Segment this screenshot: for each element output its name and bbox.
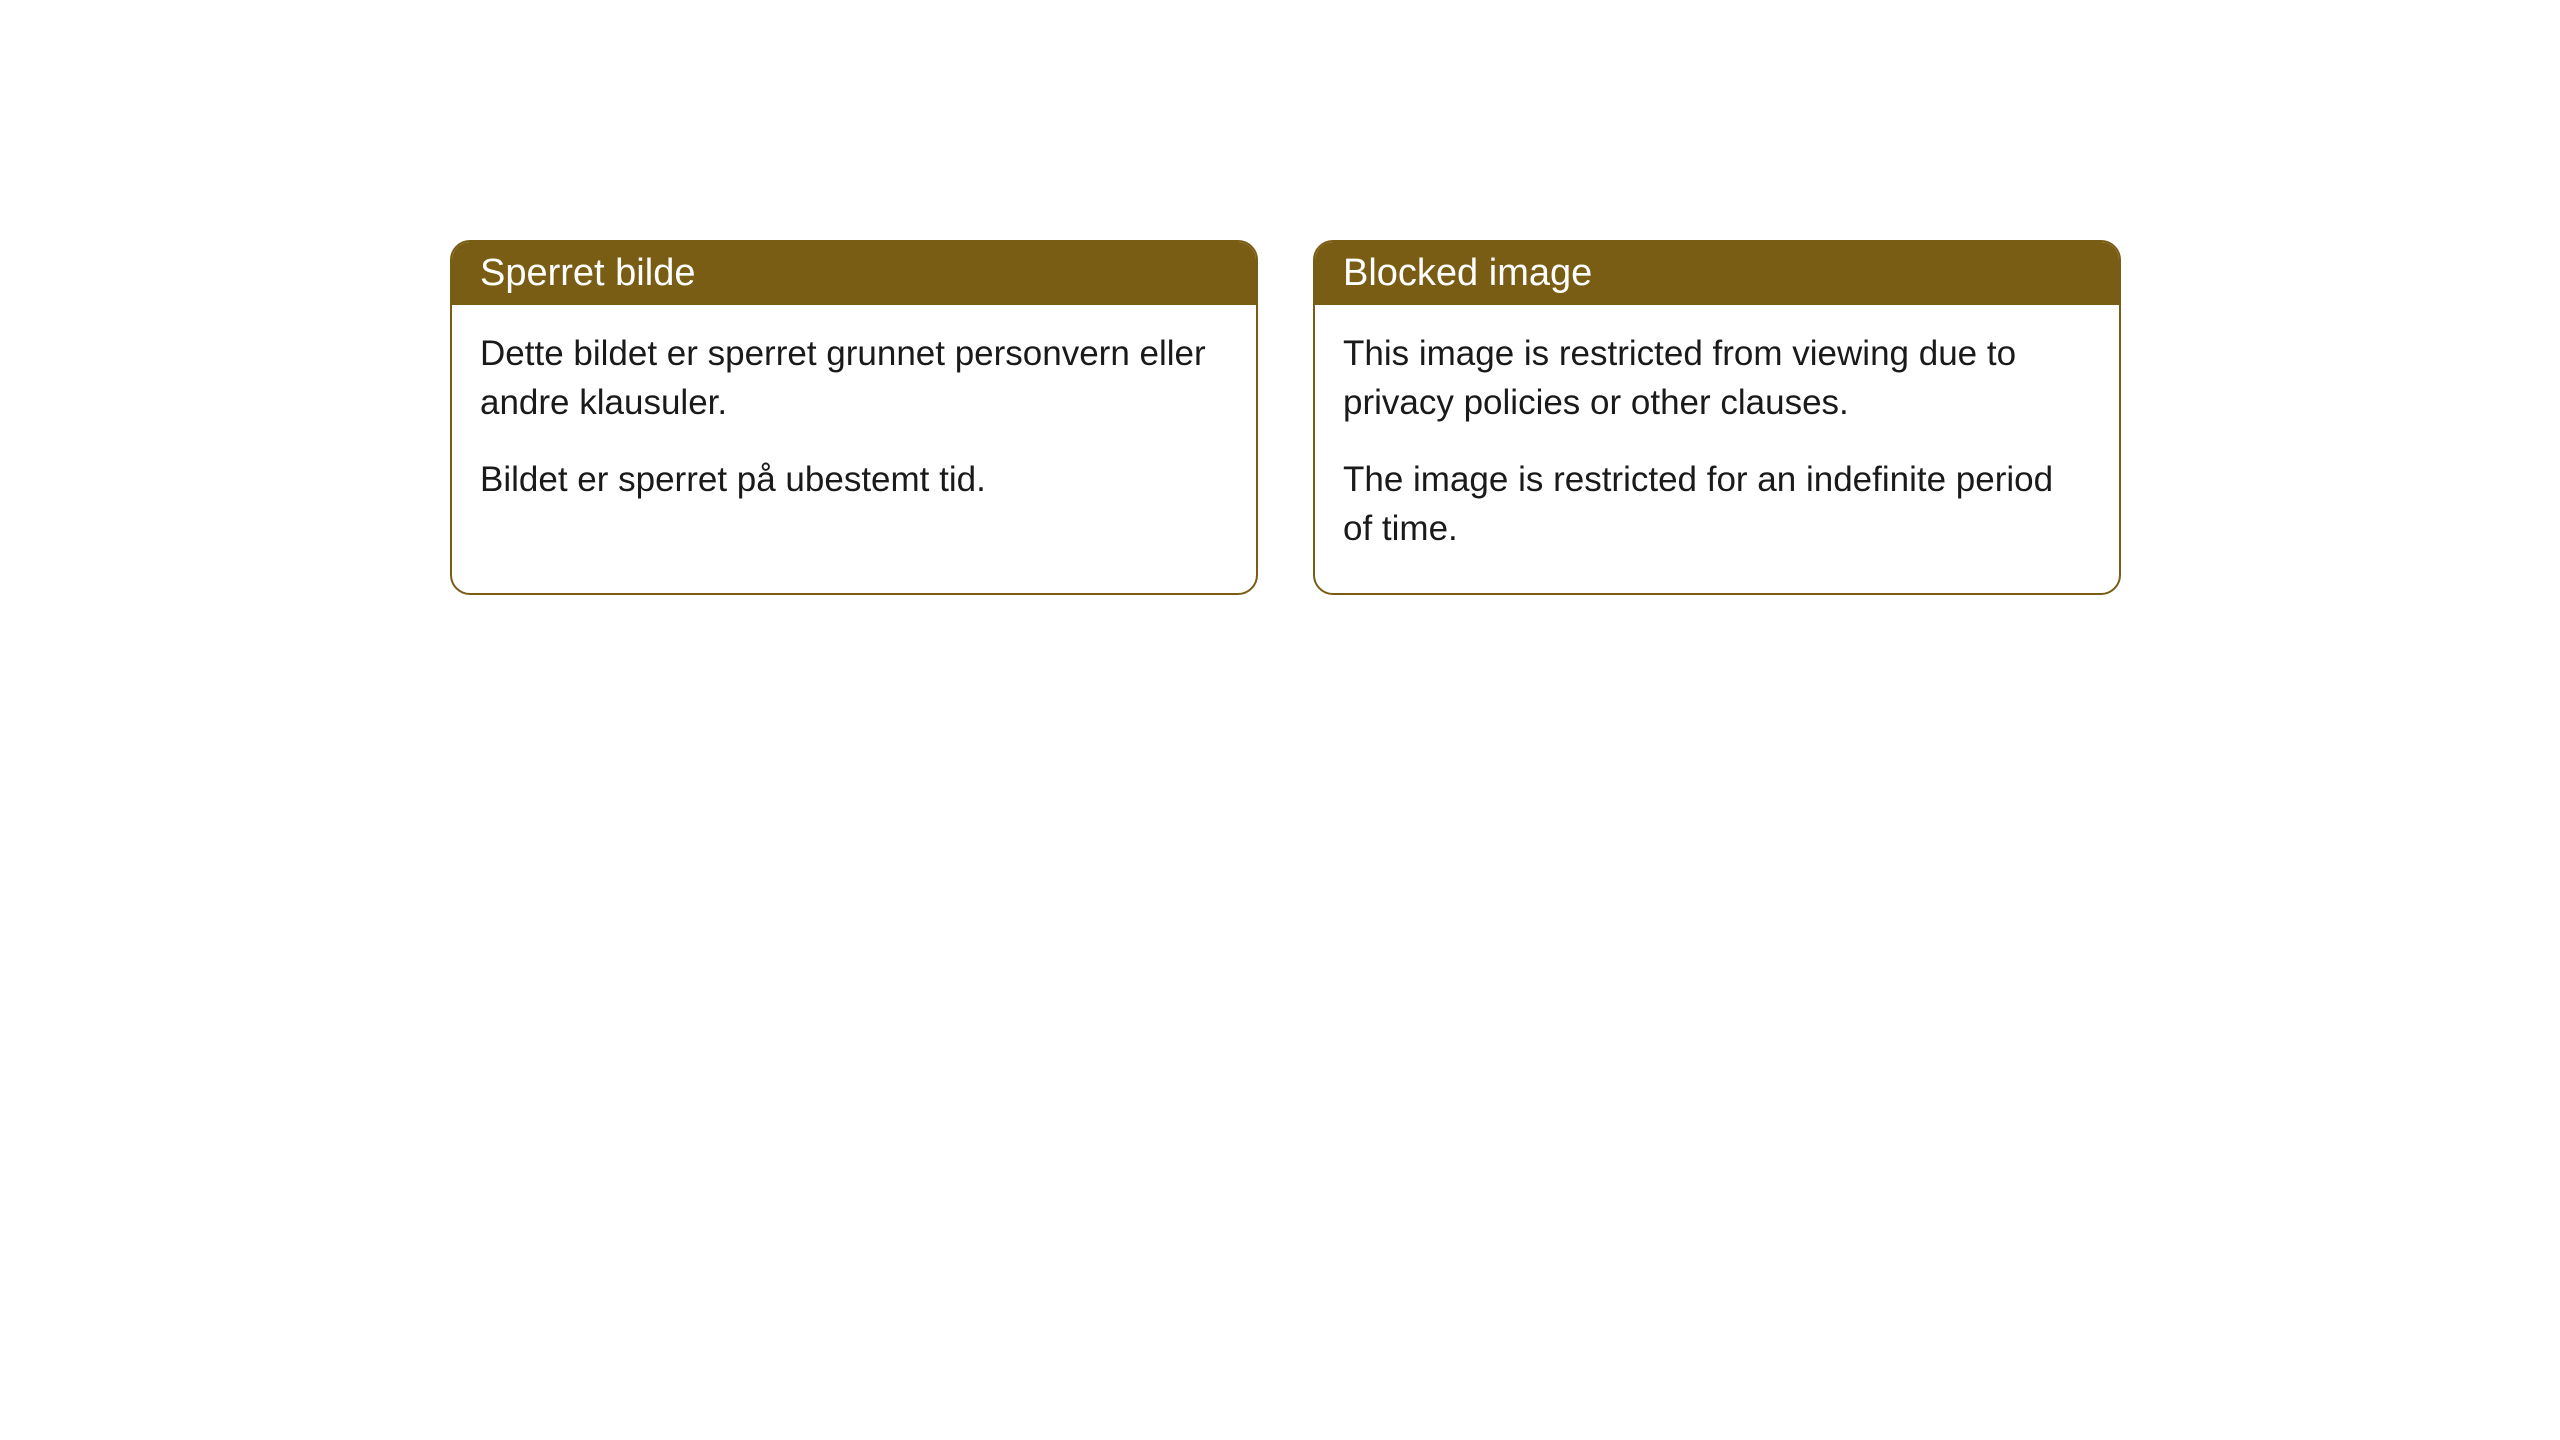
notice-container: Sperret bilde Dette bildet er sperret gr…: [450, 240, 2121, 595]
notice-body-norwegian: Dette bildet er sperret grunnet personve…: [452, 305, 1256, 544]
notice-paragraph-1-norwegian: Dette bildet er sperret grunnet personve…: [480, 329, 1228, 427]
notice-paragraph-2-english: The image is restricted for an indefinit…: [1343, 455, 2091, 553]
notice-box-english: Blocked image This image is restricted f…: [1313, 240, 2121, 595]
notice-header-norwegian: Sperret bilde: [452, 242, 1256, 305]
notice-paragraph-2-norwegian: Bildet er sperret på ubestemt tid.: [480, 455, 1228, 504]
notice-body-english: This image is restricted from viewing du…: [1315, 305, 2119, 593]
notice-header-english: Blocked image: [1315, 242, 2119, 305]
notice-paragraph-1-english: This image is restricted from viewing du…: [1343, 329, 2091, 427]
notice-box-norwegian: Sperret bilde Dette bildet er sperret gr…: [450, 240, 1258, 595]
